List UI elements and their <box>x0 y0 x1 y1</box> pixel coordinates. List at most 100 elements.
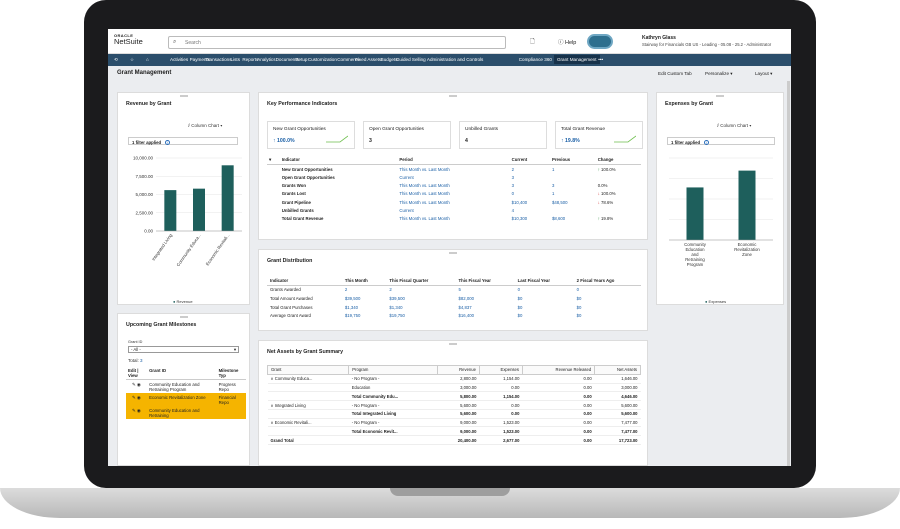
edit-icon[interactable]: ✎ <box>132 407 136 413</box>
nav-administration-and-controls[interactable]: Administration and Controls <box>426 57 484 62</box>
user-menu[interactable]: Kathryn Glass Stairway for Financials GB… <box>642 35 772 47</box>
home-icon[interactable]: ⌂ <box>146 57 149 62</box>
milestone-grant[interactable]: Community Education and Retraining <box>147 406 217 419</box>
bar-2[interactable] <box>221 165 234 231</box>
kpi-portlet: Key Performance Indicators New Grant Opp… <box>258 92 648 240</box>
kpi-title: Key Performance Indicators <box>267 101 338 107</box>
milestone-type: Financial Repo <box>216 393 246 406</box>
nav-grant-management[interactable]: Grant Management <box>553 55 600 64</box>
net-assets-row: ∨ Economic Revitali... - No Program -9,00… <box>267 418 641 428</box>
kpi-box[interactable]: Open Grant Opportunities 3 <box>363 121 451 149</box>
nav-commerce[interactable]: Commerce <box>337 57 360 62</box>
info-icon: i <box>165 139 171 145</box>
net-assets-header[interactable]: Revenue <box>437 365 480 375</box>
bar-0[interactable] <box>164 190 177 231</box>
kpi-box[interactable]: New Grant Opportunities ↑ 100.0% <box>267 121 355 149</box>
y-tick-label: 10,000.00 <box>133 156 154 161</box>
bar-1[interactable] <box>193 188 205 231</box>
edit-icon[interactable]: ✎ <box>132 381 136 387</box>
edit-icon[interactable]: ✎ <box>132 394 136 400</box>
page-title: Grant Management <box>117 70 172 76</box>
distribution-title: Grant Distribution <box>267 258 313 264</box>
nav-guided-selling[interactable]: Guided Selling <box>395 57 426 62</box>
sparkline-icon <box>326 135 348 143</box>
nav-activities[interactable]: Activities <box>170 57 189 62</box>
nav-budgets[interactable]: Budgets <box>380 57 398 62</box>
distribution-header: This Fiscal Quarter <box>386 276 456 286</box>
nav-compliance-360[interactable]: Compliance 360 <box>518 57 552 62</box>
nav-transactions[interactable]: Transactions <box>205 57 232 62</box>
milestone-row: ✎ ◉ Economic Revitalization Zone Financial… <box>126 393 246 406</box>
distribution-row: Total Grant Purchases $1,340 $1,340 $4,837 $… <box>270 304 582 310</box>
expenses-title: Expenses by Grant <box>665 101 713 107</box>
net-assets-row: Total Community Edu... 5,800.00 1,154.00 0.… <box>267 391 641 402</box>
search-input[interactable]: ⌕ Search <box>168 36 506 49</box>
net-assets-header[interactable]: Program <box>348 365 439 375</box>
layout-button[interactable]: Layout ▾ <box>755 71 773 76</box>
kpi-header: Current <box>509 155 550 166</box>
nav-payments[interactable]: Payments <box>189 57 211 62</box>
revenue-by-grant-portlet: Revenue by Grant ⫽ Column Chart ▾ 1 filt… <box>117 92 250 305</box>
expenses-chart: Community Education and Retraining Program Ec… <box>669 157 773 267</box>
distribution-header: This Fiscal Year <box>455 276 515 286</box>
grant-id-select[interactable]: - All - ▾ <box>128 346 239 353</box>
top-bar: ORACLE NetSuite ⌕ Search 🗋 ⓘ Help Kathry… <box>108 29 791 54</box>
scrollbar[interactable] <box>787 81 790 466</box>
y-tick-label: 2,500.00 <box>135 210 153 215</box>
kpi-header: Indicator <box>279 155 398 166</box>
net-assets-row: Grand Total 20,400.00 2,677.00 0.00 17,723.0… <box>267 435 641 446</box>
view-icon[interactable]: ◉ <box>136 381 141 387</box>
expenses-by-grant-portlet: Expenses by Grant ⫽ Column Chart ▾ 1 fil… <box>656 92 784 305</box>
distribution-row: Total Amount Awarded $39,500 $39,500 $82,00… <box>270 295 582 301</box>
net-assets-header[interactable]: Expenses <box>478 365 523 375</box>
page-header: Grant Management Edit Custom Tab Persona… <box>108 66 791 81</box>
help-button[interactable]: ⓘ Help <box>558 40 577 46</box>
personalize-button[interactable]: Personalize ▾ <box>705 71 733 76</box>
nav-lists[interactable]: Lists <box>230 57 240 62</box>
net-assets-row: Total Integrated Living 5,600.00 0.00 0.00 5… <box>267 409 641 419</box>
kpi-box[interactable]: Unbilled Grants 4 <box>459 121 547 149</box>
net-assets-header[interactable]: Grant <box>266 365 350 375</box>
kpi-header: Period <box>397 155 510 166</box>
y-tick-label: 5,000.00 <box>135 192 153 197</box>
milestones-title: Upcoming Grant Milestones <box>126 322 197 328</box>
view-icon[interactable]: ◉ <box>136 394 141 400</box>
view-icon[interactable]: ◉ <box>136 407 141 413</box>
nav-customization[interactable]: Customization <box>307 57 337 62</box>
distribution-header: Indicator <box>267 276 342 286</box>
recent-icon[interactable]: ⟲ <box>114 57 118 62</box>
milestone-grant[interactable]: Community Education and Retraining Progr… <box>149 381 200 392</box>
document-icon[interactable]: 🗋 <box>530 39 535 45</box>
bar-1[interactable] <box>738 170 756 240</box>
nav-fixed-assets[interactable]: Fixed Assets <box>355 57 382 62</box>
edit-custom-tab-button[interactable]: Edit Custom Tab <box>658 71 692 76</box>
net-assets-title: Net Assets by Grant Summary <box>267 349 344 355</box>
x-tick-label: Economic Revitali... <box>205 233 231 267</box>
nav-[interactable]: ••• <box>598 57 604 62</box>
x-tick-label: Community Educa... <box>176 233 202 268</box>
nav-setup[interactable]: Setup <box>295 57 308 62</box>
star-icon[interactable]: ☆ <box>130 57 135 62</box>
net-assets-header[interactable]: Net Assets <box>594 365 641 375</box>
assistant-icon[interactable] <box>587 34 613 49</box>
nav-analytics[interactable]: Analytics <box>257 57 276 62</box>
nav-documents[interactable]: Documents <box>275 57 299 62</box>
kpi-box[interactable]: Total Grant Revenue ↑ 19.8% <box>555 121 643 149</box>
chart-type-select[interactable]: ⫽ Column Chart ▾ <box>188 123 223 128</box>
x-tick-label: Community Education and Retraining Program <box>684 242 707 267</box>
filter-applied[interactable]: 1 filter applied i <box>128 137 238 145</box>
search-icon: ⌕ <box>173 39 177 45</box>
netsuite-logo[interactable]: ORACLE NetSuite <box>114 33 143 46</box>
milestone-grant[interactable]: Economic Revitalization Zone <box>147 393 217 406</box>
bar-0[interactable] <box>686 187 704 240</box>
expenses-filter-applied[interactable]: 1 filter applied i <box>667 137 775 145</box>
kpi-row: Grants Lost This Month vs. Last Month 0 1 ↓ … <box>281 191 616 197</box>
expenses-chart-type-select[interactable]: ⫽ Column Chart ▾ <box>717 123 752 128</box>
net-assets-header[interactable]: Revenue Released <box>521 365 596 375</box>
nav-reports[interactable]: Reports <box>242 57 259 62</box>
net-assets-table: Grant Program Revenue Expenses Revenue Relea… <box>266 365 641 446</box>
distribution-header: This Month <box>341 276 387 286</box>
milestone-type <box>216 406 246 419</box>
revenue-title: Revenue by Grant <box>126 101 172 107</box>
kpi-table: ▾ Indicator Period Current Previous Change Ne… <box>267 155 641 223</box>
